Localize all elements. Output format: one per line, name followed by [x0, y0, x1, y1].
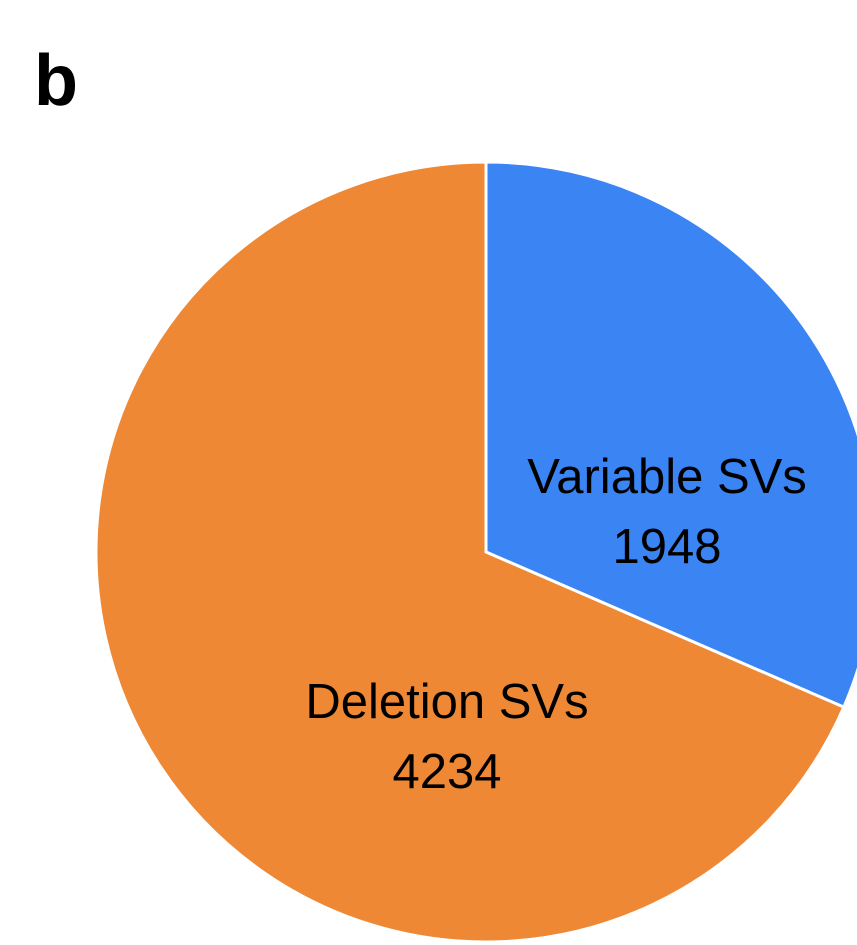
pie-slice	[94, 160, 846, 944]
pie-slice	[484, 160, 857, 710]
panel-label: b	[34, 41, 78, 121]
slice-label: Variable SVs	[527, 450, 807, 504]
slice-value: 1948	[612, 520, 721, 574]
slice-label: Deletion SVs	[305, 675, 588, 729]
slice-value: 4234	[392, 745, 501, 799]
